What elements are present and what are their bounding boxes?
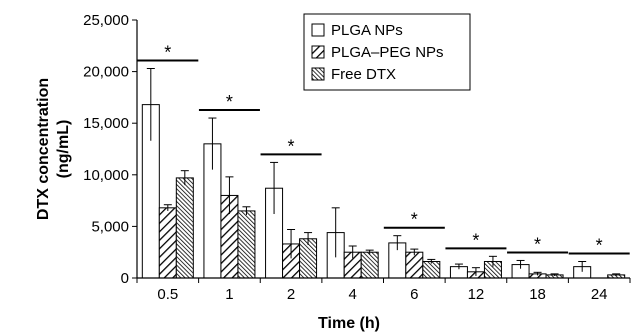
y-tick-label: 25,000 [83,12,129,29]
legend-swatch [311,67,325,81]
significance-star: * [164,43,171,63]
significance-markers: * * * * * * * [137,43,630,255]
bar [158,207,177,279]
y-axis-title: DTX concentration (ng/mL) [35,78,72,220]
bars [141,104,626,279]
y-tick-label: 20,000 [83,64,129,81]
y-axis-title-line: (ng/mL) [55,120,72,179]
significance-star: * [411,210,418,230]
significance-star: * [534,234,541,254]
bar [422,260,441,279]
y-tick-label: 0 [121,270,129,287]
x-tick-label: 18 [529,286,546,303]
y-axis-ticks: 0 5,000 10,000 15,000 20,000 25,000 [83,12,137,287]
bar [175,177,194,279]
x-tick-label: 6 [410,286,418,303]
x-axis-ticks: 0.5 1 2 4 6 12 18 24 [136,278,631,303]
significance-star: * [472,230,479,250]
bar [360,251,379,279]
significance-star: * [288,136,295,156]
x-tick-label: 2 [287,286,295,303]
significance-star: * [226,92,233,112]
legend-box [303,13,471,91]
y-tick-label: 5,000 [91,218,129,235]
x-tick-label: 12 [468,286,485,303]
significance-star: * [596,235,603,255]
axes [136,20,630,279]
legend: PLGA NPs PLGA–PEG NPs Free DTX [303,13,471,91]
y-axis-title-line: DTX concentration [35,78,52,220]
y-tick-label: 15,000 [83,115,129,132]
x-tick-label: 24 [591,286,608,303]
legend-swatch [311,23,325,37]
legend-swatch [311,45,325,59]
legend-label: Free DTX [331,66,396,83]
error-bars [146,68,621,276]
x-tick-label: 4 [349,286,357,303]
legend-label: PLGA–PEG NPs [331,44,444,61]
x-tick-label: 0.5 [157,286,178,303]
x-tick-label: 1 [225,286,233,303]
y-tick-label: 10,000 [83,167,129,184]
legend-label: PLGA NPs [331,22,403,39]
bar [237,210,256,279]
bar [405,251,424,279]
x-axis-title: Time (h) [318,315,380,332]
